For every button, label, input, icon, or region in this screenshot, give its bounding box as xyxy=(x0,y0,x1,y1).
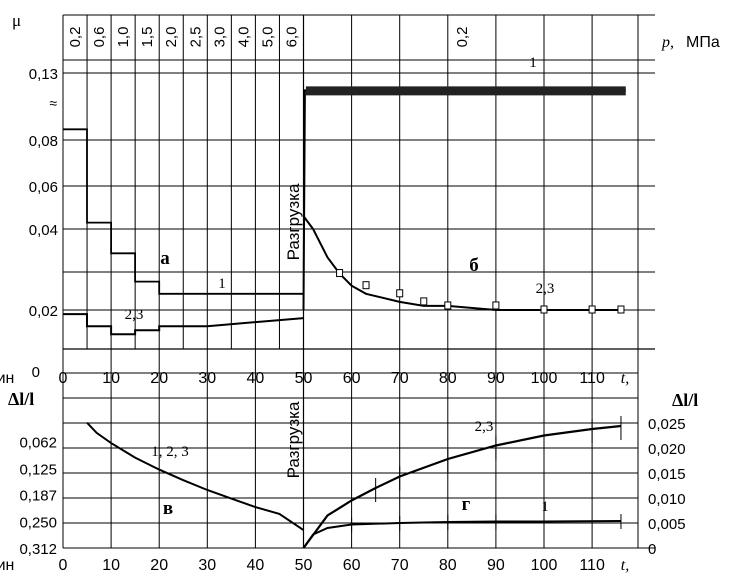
mu-tick-label: 0,02 xyxy=(29,303,58,320)
series-label-2-3-loading: 2,3 xyxy=(125,307,144,323)
axis-break-symbol: ≈ xyxy=(49,95,57,111)
x-tick-label-bottom: 10 xyxy=(102,557,120,574)
deform-tick-label-left: 0,125 xyxy=(19,461,57,478)
deform-tick-label-right: 0,020 xyxy=(648,441,686,458)
panel-label-a: а xyxy=(160,248,170,269)
series-2-3-marker xyxy=(396,289,404,298)
x-tick-label-top: t, xyxy=(621,370,629,387)
series-label-2-3-deformation: 2,3 xyxy=(475,419,494,435)
pressure-stage-label: 0,6 xyxy=(91,27,108,48)
pressure-axis-unit: МПа xyxy=(686,34,720,51)
pressure-stage-label: 2,0 xyxy=(163,27,180,48)
x-tick-label-bottom: 30 xyxy=(198,557,216,574)
mu-tick-label: 0 xyxy=(32,364,40,381)
x-tick-label-top: мин xyxy=(0,370,14,387)
pressure-stage-label: 3,0 xyxy=(211,27,228,48)
x-tick-label-top: 60 xyxy=(343,370,361,387)
deform-tick-label-left: 0,062 xyxy=(19,434,57,451)
series-label-1-loading: 1 xyxy=(218,276,226,292)
series-2-3-marker xyxy=(492,301,500,310)
x-tick-label-bottom: 100 xyxy=(531,557,558,574)
series-2-3-marker xyxy=(420,297,428,306)
x-tick-label-top: 10 xyxy=(102,370,120,387)
series-2-3-marker xyxy=(540,305,548,314)
x-tick-label-bottom: 20 xyxy=(150,557,168,574)
panel-label-v: в xyxy=(163,498,173,519)
deform-tick-label-left: 0,250 xyxy=(19,515,57,532)
x-tick-label-top: 40 xyxy=(247,370,265,387)
mu-tick-label: 0,06 xyxy=(29,179,58,196)
pressure-stage-label: 5,0 xyxy=(259,27,276,48)
x-tick-label-bottom: 70 xyxy=(391,557,409,574)
series-label-1-unloading: 1 xyxy=(529,55,537,71)
series-2-3-marker xyxy=(588,305,596,314)
x-tick-label-bottom: мин xyxy=(0,557,14,574)
chart-marks xyxy=(63,86,626,549)
x-tick-label-top: 110 xyxy=(579,370,605,387)
x-tick-label-top: 90 xyxy=(487,370,505,387)
mu-tick-label: 0,04 xyxy=(29,222,58,239)
x-tick-label-bottom: 0 xyxy=(59,557,68,574)
series-2-3-friction-loading xyxy=(63,313,304,336)
series-2-3-marker xyxy=(362,281,370,290)
deform-tick-label-right: 0,015 xyxy=(648,466,686,483)
series-1-noise-band xyxy=(305,86,626,96)
series-2-3-marker xyxy=(336,269,344,278)
x-tick-label-bottom: t, xyxy=(621,557,629,574)
series-label-1-2-3-deformation: 1, 2, 3 xyxy=(151,444,189,460)
series-2-3-marker xyxy=(617,305,625,314)
x-tick-label-top: 50 xyxy=(295,370,313,387)
pressure-stage-label: 1,5 xyxy=(139,27,156,48)
pressure-stage-label: 1,0 xyxy=(115,27,132,48)
x-tick-label-bottom: 90 xyxy=(487,557,505,574)
x-tick-label-top: 20 xyxy=(150,370,168,387)
x-tick-label-bottom: 50 xyxy=(295,557,313,574)
mu-tick-label: 0,08 xyxy=(29,133,58,150)
pressure-stage-label: 0,2 xyxy=(67,27,84,48)
deform-tick-label-right: 0,025 xyxy=(648,416,686,433)
panel-label-g: г xyxy=(462,494,471,515)
deform-axis-symbol-left: Δl/l xyxy=(8,389,34,409)
deform-tick-label-right: 0,005 xyxy=(648,516,686,533)
pressure-axis-label: p, xyxy=(661,34,674,51)
x-tick-label-bottom: 40 xyxy=(247,557,265,574)
unload-label-top: Разгрузка xyxy=(284,183,303,260)
series-2-3-deformation-unloading xyxy=(302,424,622,549)
pressure-stage-label: 2,5 xyxy=(187,27,204,48)
x-tick-label-bottom: 80 xyxy=(439,557,457,574)
pressure-stage-label: 4,0 xyxy=(235,27,252,48)
deform-tick-label-right: 0,010 xyxy=(648,491,686,508)
mu-axis-symbol: μ xyxy=(12,11,21,30)
x-tick-label-bottom: 110 xyxy=(579,557,605,574)
series-label-2-3-unloading: 2,3 xyxy=(536,281,555,297)
pressure-stage-label: 6,0 xyxy=(283,27,300,48)
deform-axis-symbol-right: Δl/l xyxy=(672,390,698,410)
x-tick-label-top: 0 xyxy=(59,370,68,387)
series-1-2-3-deformation-loading xyxy=(86,422,305,531)
series-2-3-marker xyxy=(444,301,452,310)
deform-tick-label-right: 0 xyxy=(648,541,656,558)
x-tick-label-top: 30 xyxy=(198,370,216,387)
panel-label-b: б xyxy=(469,255,479,276)
x-tick-label-top: 70 xyxy=(391,370,409,387)
x-tick-label-bottom: 60 xyxy=(343,557,361,574)
series-label-1-deformation: 1 xyxy=(541,499,549,515)
x-tick-label-top: 80 xyxy=(439,370,457,387)
chart-labels: μ 0,13 0,08 0,06 0,04 0,02 ≈0 Δl/l 0,062 0,125 0,1… xyxy=(0,11,720,574)
mu-tick-label: 0,13 xyxy=(29,66,58,83)
x-tick-label-top: 100 xyxy=(531,370,558,387)
series-1-friction-loading xyxy=(63,128,304,295)
deform-tick-label-left: 0,187 xyxy=(19,488,57,505)
pressure-stage-label: 0,2 xyxy=(454,27,471,48)
unload-label-bottom: Разгрузка xyxy=(284,401,303,478)
deform-tick-label-left: 0,312 xyxy=(19,541,57,558)
